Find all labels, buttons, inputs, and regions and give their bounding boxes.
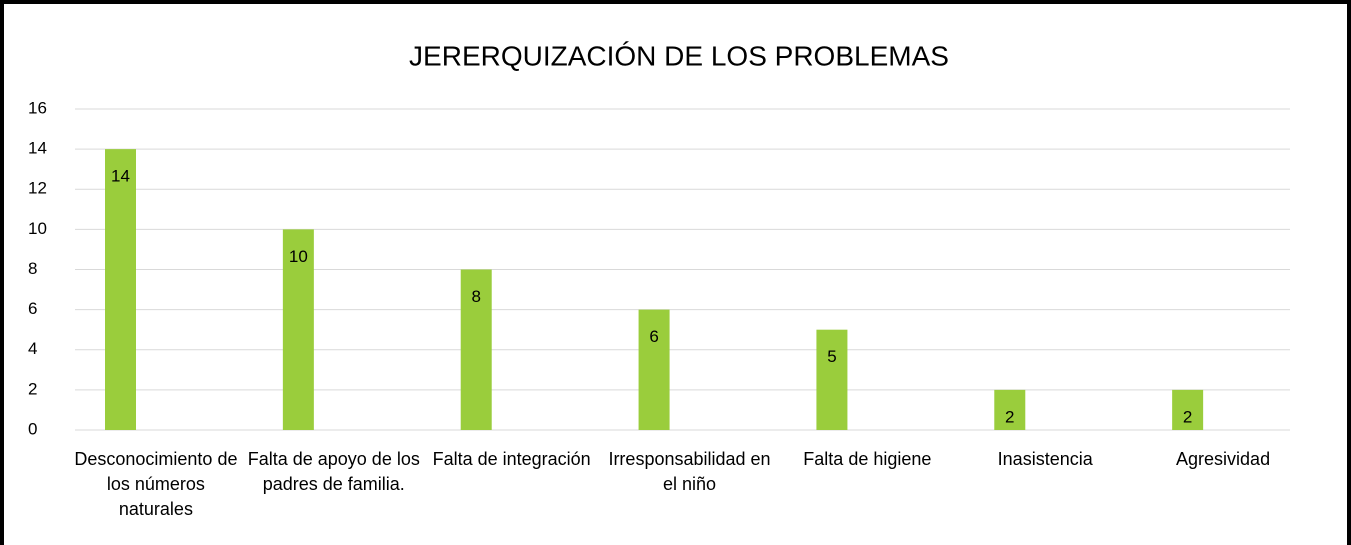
data-label: 2 <box>1183 407 1192 426</box>
data-label: 14 <box>111 167 130 186</box>
y-tick-label: 14 <box>28 139 47 158</box>
y-tick-label: 16 <box>28 98 47 117</box>
data-label: 2 <box>1005 407 1014 426</box>
y-tick-label: 8 <box>28 259 37 278</box>
y-tick-label: 12 <box>28 179 47 198</box>
y-tick-label: 2 <box>28 379 37 398</box>
data-label: 6 <box>649 327 658 346</box>
data-label: 8 <box>471 287 480 306</box>
bar <box>638 309 670 430</box>
x-tick-label: Desconocimiento de los números naturales <box>74 449 238 519</box>
bar <box>994 389 1026 430</box>
bar <box>460 269 492 430</box>
y-tick-label: 6 <box>28 299 37 318</box>
y-tick-label: 4 <box>28 339 37 358</box>
chart: JERERQUIZACIÓN DE LOS PROBLEMAS 0 2 4 6 8 10 1… <box>28 40 1290 438</box>
data-label: 10 <box>289 247 308 266</box>
x-tick-label: Inasistencia <box>997 449 1093 469</box>
x-tick-label: Agresividad <box>1176 449 1271 469</box>
chart-title: JERERQUIZACIÓN DE LOS PROBLEMAS <box>409 40 949 71</box>
bar <box>282 229 314 430</box>
data-label: 5 <box>827 347 836 366</box>
x-tick-label: Irresponsabilidad en el niño <box>608 449 771 494</box>
x-tick-label: Falta de higiene <box>803 449 932 469</box>
y-tick-label: 0 <box>28 419 37 438</box>
bar <box>816 329 848 430</box>
y-tick-label: 10 <box>28 219 47 238</box>
bar <box>105 149 136 430</box>
x-tick-label: Falta de integración <box>432 449 591 469</box>
x-tick-label: Falta de apoyo de los padres de familia. <box>247 449 420 494</box>
bar <box>1172 389 1204 430</box>
